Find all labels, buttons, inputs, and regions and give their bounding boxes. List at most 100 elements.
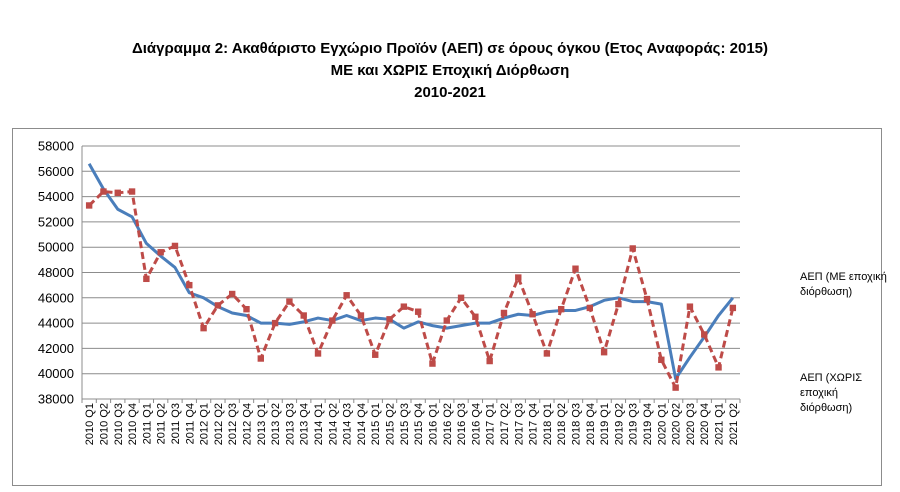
x-tick-label: 2014 Q2	[327, 403, 339, 445]
x-tick-label: 2010 Q1	[84, 403, 96, 445]
y-axis-ticks: 38000 40000 42000 44000 46000 48000 50000 52000…	[38, 139, 74, 407]
series-2-point	[515, 274, 522, 281]
series-2-point	[329, 317, 336, 324]
title-line-3: 2010-2021	[414, 84, 486, 101]
series-line-2	[88, 190, 735, 390]
series-2-point	[100, 188, 107, 195]
x-tick-label: 2017 Q2	[499, 403, 511, 445]
series-2-point	[586, 304, 594, 312]
x-tick-label: 2012 Q1	[199, 403, 211, 445]
y-tick-label: 48000	[38, 265, 74, 280]
y-tick-label: 52000	[38, 214, 74, 229]
chart-title: Διάγραμμα 2: Ακαθάριστο Εγχώριο Προϊόν (…	[0, 38, 900, 104]
x-tick-label: 2010 Q4	[127, 403, 139, 445]
x-tick-label: 2010 Q2	[98, 403, 110, 445]
x-tick-label: 2013 Q2	[270, 403, 282, 445]
series-2-point	[314, 350, 322, 357]
x-tick-label: 2012 Q4	[242, 403, 254, 445]
x-tick-label: 2020 Q3	[685, 403, 697, 445]
gridlines	[82, 145, 740, 400]
x-tick-label: 2018 Q3	[571, 403, 583, 445]
x-axis-ticks: 2010 Q1 2010 Q2 2010 Q3 2010 Q4 2011 Q1 2011 …	[84, 403, 740, 445]
legend-label-series-1: ΑΕΠ (ΜΕ εποχική διόρθωση)	[800, 271, 887, 298]
x-tick-label: 2020 Q1	[656, 403, 668, 445]
series-2-point	[443, 317, 450, 324]
x-tick-label: 2015 Q4	[413, 403, 425, 445]
series-2-point	[643, 295, 651, 303]
series-2-point	[701, 331, 708, 338]
x-tick-label: 2012 Q3	[227, 403, 239, 445]
title-line-1: Διάγραμμα 2: Ακαθάριστο Εγχώριο Προϊόν (…	[131, 40, 769, 57]
x-tick-label: 2013 Q1	[256, 403, 268, 445]
series-2-point	[157, 249, 164, 256]
series-2-point	[429, 360, 436, 367]
x-tick-label: 2016 Q3	[456, 403, 468, 445]
x-tick-label: 2021 Q2	[728, 403, 740, 445]
x-tick-label: 2017 Q1	[485, 403, 497, 445]
series-2-point	[114, 189, 121, 197]
x-tick-label: 2014 Q3	[342, 403, 354, 445]
x-tick-label: 2016 Q4	[470, 403, 482, 445]
y-tick-label: 42000	[38, 341, 74, 356]
series-2-point	[200, 324, 207, 332]
y-tick-label: 44000	[38, 316, 74, 331]
x-tick-label: 2019 Q4	[642, 403, 654, 445]
x-tick-label: 2015 Q3	[399, 403, 411, 445]
series-2-point	[300, 312, 307, 319]
x-tick-label: 2018 Q4	[585, 403, 597, 445]
series-2-point	[543, 350, 551, 357]
chart-frame	[12, 128, 882, 486]
x-tick-label: 2013 Q3	[284, 403, 296, 445]
series-2-point	[715, 364, 722, 371]
series-2-point	[171, 242, 179, 250]
x-tick-label: 2020 Q2	[671, 403, 683, 445]
legend-item-series-2: ΑΕΠ (ΧΩΡΙΣ εποχική διόρθωση)	[748, 371, 888, 421]
x-tick-label: 2011 Q2	[156, 403, 168, 444]
series-2-point	[457, 294, 465, 301]
title-line-2: ΜΕ και ΧΩΡΙΣ Εποχική Διόρθωση	[330, 62, 570, 79]
series-2-point	[85, 202, 93, 209]
series-2-point	[128, 188, 136, 195]
x-tick-label: 2019 Q3	[628, 403, 640, 445]
series-2-point	[214, 302, 222, 309]
series-2-point	[472, 313, 479, 320]
series-2-point	[686, 303, 694, 310]
series-lines	[85, 162, 737, 391]
x-tick-label: 2011 Q4	[184, 403, 196, 444]
y-tick-label: 58000	[38, 139, 74, 154]
series-2-point	[228, 290, 236, 298]
x-tick-label: 2016 Q1	[427, 403, 439, 445]
y-tick-label: 40000	[38, 366, 74, 381]
series-2-point	[386, 316, 393, 323]
x-tick-label: 2016 Q2	[442, 403, 454, 445]
series-2-point	[486, 357, 493, 365]
y-tick-label: 46000	[38, 290, 74, 305]
y-tick-label: 54000	[38, 189, 74, 204]
series-2-point	[186, 281, 193, 289]
x-tick-label: 2010 Q3	[113, 403, 125, 445]
series-2-point	[257, 355, 265, 362]
y-tick-label: 50000	[38, 240, 74, 255]
series-2-point	[672, 384, 679, 391]
series-2-point	[629, 245, 636, 252]
series-2-point	[343, 292, 350, 299]
series-2-point	[243, 305, 250, 313]
x-tick-label: 2015 Q2	[385, 403, 397, 445]
series-2-point	[658, 356, 665, 363]
series-line-1	[87, 162, 735, 381]
series-2-point	[357, 312, 365, 319]
x-tick-label: 2017 Q3	[513, 403, 525, 445]
series-2-point	[286, 298, 293, 305]
axes	[81, 146, 741, 403]
x-tick-label: 2017 Q4	[528, 403, 540, 445]
x-tick-label: 2019 Q2	[613, 403, 625, 445]
series-2-point	[500, 309, 508, 317]
series-2-point	[572, 265, 579, 272]
x-tick-label: 2012 Q2	[213, 403, 225, 445]
series-2-point	[143, 275, 150, 283]
series-2-point	[557, 305, 565, 313]
x-tick-label: 2021 Q1	[714, 403, 726, 445]
series-2-point	[600, 348, 608, 356]
x-tick-label: 2019 Q1	[599, 403, 611, 445]
